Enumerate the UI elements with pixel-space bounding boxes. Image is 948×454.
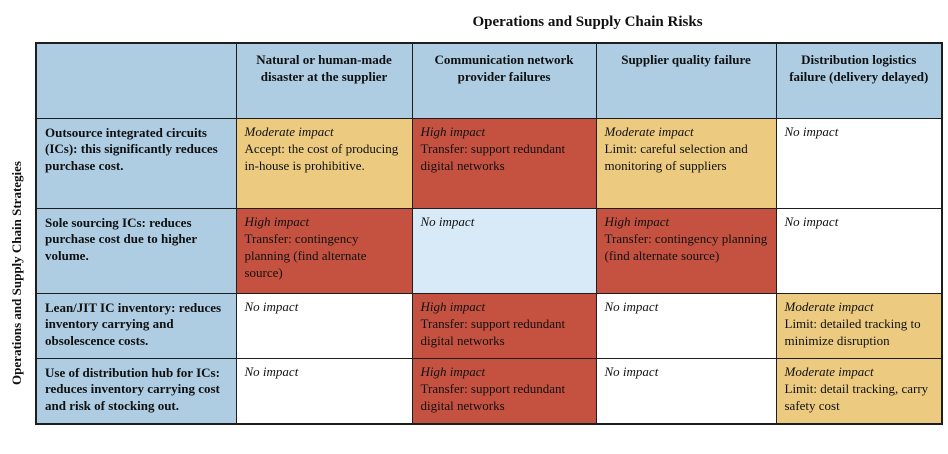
mitigation-text: Accept: the cost of producing in-house i… (244, 141, 399, 174)
matrix-cell: No impact (595, 357, 777, 425)
matrix-cell: No impact (775, 207, 943, 294)
matrix-cell: High impact Transfer: contingency planni… (595, 207, 777, 294)
impact-label: No impact (784, 123, 839, 139)
impact-label: High impact (420, 123, 486, 139)
mitigation-text: Transfer: support redundant digital netw… (420, 316, 566, 349)
matrix-cell: Moderate impact Accept: the cost of prod… (235, 117, 413, 209)
matrix-cell: No impact (235, 292, 413, 359)
column-header: Natural or human-made disaster at the su… (235, 42, 413, 119)
corner-cell (35, 42, 237, 119)
impact-label: Moderate impact (244, 123, 334, 139)
matrix-cell: High impact Transfer: support redundant … (411, 357, 597, 425)
matrix-cell: Moderate impact Limit: detail tracking, … (775, 357, 943, 425)
row-header: Outsource integrated circuits (ICs): thi… (35, 117, 237, 209)
row-header: Lean/JIT IC inventory: reduces inventory… (35, 292, 237, 359)
mitigation-text: Limit: careful selection and monitoring … (604, 141, 748, 174)
matrix-cell: High impact Transfer: contingency planni… (235, 207, 413, 294)
impact-label: Moderate impact (784, 363, 874, 379)
matrix-cell: No impact (595, 292, 777, 359)
mitigation-text: Transfer: contingency planning (find alt… (604, 231, 768, 264)
matrix-cell: No impact (411, 207, 597, 294)
table-title: Operations and Supply Chain Risks (472, 14, 703, 30)
strategies-axis-label: Operations and Supply Chain Strategies (9, 161, 24, 385)
mitigation-text: Transfer: support redundant digital netw… (420, 381, 566, 414)
impact-label: No impact (420, 213, 475, 229)
matrix-cell: No impact (235, 357, 413, 425)
row-header: Use of distribution hub for ICs: reduces… (35, 357, 237, 425)
impact-label: High impact (244, 213, 310, 229)
table-row: Outsource integrated circuits (ICs): thi… (35, 117, 943, 209)
impact-label: Moderate impact (784, 298, 874, 314)
table-row: Sole sourcing ICs: reduces purchase cost… (35, 207, 943, 294)
matrix-cell: Moderate impact Limit: detailed tracking… (775, 292, 943, 359)
mitigation-text: Limit: detail tracking, carry safety cos… (784, 381, 929, 414)
impact-label: No impact (604, 298, 659, 314)
impact-label: Moderate impact (604, 123, 694, 139)
matrix-cell: Moderate impact Limit: careful selection… (595, 117, 777, 209)
column-header: Distribution logistics failure (delivery… (775, 42, 943, 119)
matrix-cell: High impact Transfer: support redundant … (411, 292, 597, 359)
mitigation-text: Transfer: contingency planning (find alt… (244, 231, 367, 281)
matrix-cell: High impact Transfer: support redundant … (411, 117, 597, 209)
strategies-axis: Operations and Supply Chain Strategies (0, 117, 34, 429)
matrix-cell: No impact (775, 117, 943, 209)
impact-label: High impact (604, 213, 670, 229)
impact-label: No impact (244, 363, 299, 379)
impact-label: High impact (420, 363, 486, 379)
impact-label: High impact (420, 298, 486, 314)
risk-matrix-table: Natural or human-made disaster at the su… (35, 42, 943, 425)
mitigation-text: Limit: detailed tracking to minimize dis… (784, 316, 921, 349)
impact-label: No impact (244, 298, 299, 314)
mitigation-text: Transfer: support redundant digital netw… (420, 141, 566, 174)
impact-label: No impact (784, 213, 839, 229)
table-row: Use of distribution hub for ICs: reduces… (35, 357, 943, 425)
table-row: Lean/JIT IC inventory: reduces inventory… (35, 292, 943, 359)
column-header: Communication network provider failures (411, 42, 597, 119)
column-header: Supplier quality failure (595, 42, 777, 119)
impact-label: No impact (604, 363, 659, 379)
row-header: Sole sourcing ICs: reduces purchase cost… (35, 207, 237, 294)
